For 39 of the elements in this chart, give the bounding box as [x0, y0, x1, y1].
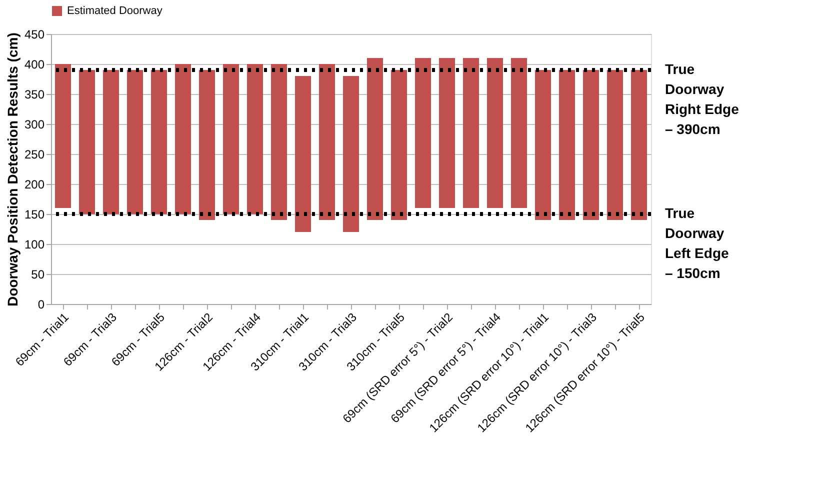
bar [535, 70, 551, 220]
bar [175, 64, 191, 214]
bar [247, 64, 263, 214]
ref-line-label: True Doorway Left Edge – 150cm [665, 205, 729, 281]
bar [319, 64, 335, 220]
y-tick-label: 50 [31, 268, 45, 282]
ref-line-label: True Doorway Right Edge – 390cm [665, 61, 740, 137]
y-tick-label: 450 [24, 28, 45, 42]
y-tick-label: 400 [24, 58, 45, 72]
bar [127, 70, 143, 214]
bar [151, 70, 167, 214]
bar [55, 64, 71, 208]
y-tick-label: 200 [24, 178, 45, 192]
bar [223, 64, 239, 214]
bar [439, 58, 455, 208]
y-tick-label: 100 [24, 238, 45, 252]
bar [487, 58, 503, 208]
bar [295, 76, 311, 232]
bar [559, 70, 575, 220]
legend-label: Estimated Doorway [67, 5, 163, 17]
bar [631, 70, 647, 220]
bar [79, 70, 95, 214]
bar [463, 58, 479, 208]
bar [271, 64, 287, 220]
bar [583, 70, 599, 220]
y-tick-label: 0 [38, 298, 45, 312]
bar [391, 70, 407, 220]
y-tick-label: 350 [24, 88, 45, 102]
bar [415, 58, 431, 208]
bar [367, 58, 383, 220]
y-tick-label: 150 [24, 208, 45, 222]
y-tick-label: 250 [24, 148, 45, 162]
y-tick-label: 300 [24, 118, 45, 132]
bar [103, 70, 119, 214]
bar [511, 58, 527, 208]
y-axis-title: Doorway Position Detection Results (cm) [4, 32, 20, 306]
bar [199, 70, 215, 220]
bar [607, 70, 623, 220]
bar [343, 76, 359, 232]
